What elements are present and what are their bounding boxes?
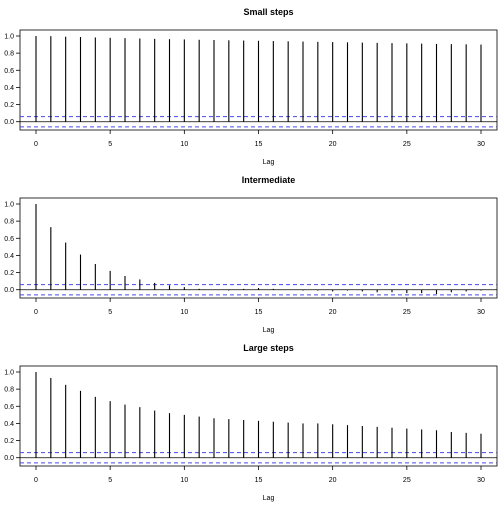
acf-panel: Small steps 0.0 0.2 0.4 0.6 0.8 1.0 0 5 10 15 20 25 3… xyxy=(4,7,498,166)
y-tick-label: 0.4 xyxy=(4,253,14,260)
x-tick-label: 30 xyxy=(477,309,485,316)
x-tick-label: 15 xyxy=(255,477,263,484)
y-tick-label: 0.2 xyxy=(4,102,14,109)
x-tick-label: 5 xyxy=(108,477,112,484)
x-tick-label: 25 xyxy=(403,141,411,148)
x-tick-label: 20 xyxy=(329,141,337,148)
x-tick-label: 0 xyxy=(34,477,38,484)
x-tick-label: 15 xyxy=(255,309,263,316)
x-tick-label: 0 xyxy=(34,309,38,316)
y-tick-label: 0.8 xyxy=(4,51,14,58)
acf-panel: Large steps 0.0 0.2 0.4 0.6 0.8 1.0 0 5 10 15 20 25 3… xyxy=(4,343,498,502)
y-tick-label: 0.6 xyxy=(4,68,14,75)
y-tick-label: 0.0 xyxy=(4,287,14,294)
x-tick-label: 20 xyxy=(329,309,337,316)
y-tick-label: 0.8 xyxy=(4,387,14,394)
panel-title: Small steps xyxy=(243,7,293,17)
x-tick-label: 0 xyxy=(34,141,38,148)
y-tick-label: 0.0 xyxy=(4,119,14,126)
x-tick-label: 30 xyxy=(477,477,485,484)
y-tick-label: 0.2 xyxy=(4,270,14,277)
x-tick-label: 20 xyxy=(329,477,337,484)
y-tick-label: 1.0 xyxy=(4,202,14,209)
x-axis-label: Lag xyxy=(263,495,275,502)
acf-panel: Intermediate 0.0 0.2 0.4 0.6 0.8 1.0 0 5 10 15 20 25… xyxy=(4,175,498,334)
y-tick-label: 0.4 xyxy=(4,85,14,92)
x-tick-label: 10 xyxy=(180,477,188,484)
x-tick-label: 15 xyxy=(255,141,263,148)
y-tick-label: 1.0 xyxy=(4,370,14,377)
x-tick-label: 25 xyxy=(403,309,411,316)
plot-frame xyxy=(19,197,498,299)
x-tick-label: 25 xyxy=(403,477,411,484)
x-tick-label: 5 xyxy=(108,309,112,316)
panel-title: Intermediate xyxy=(242,175,296,185)
y-tick-label: 1.0 xyxy=(4,34,14,41)
x-axis-label: Lag xyxy=(263,327,275,334)
y-tick-label: 0.0 xyxy=(4,455,14,462)
x-tick-label: 10 xyxy=(180,309,188,316)
y-tick-label: 0.4 xyxy=(4,421,14,428)
x-tick-label: 5 xyxy=(108,141,112,148)
x-axis-label: Lag xyxy=(263,159,275,166)
y-tick-label: 0.6 xyxy=(4,404,14,411)
y-tick-label: 0.8 xyxy=(4,219,14,226)
y-tick-label: 0.2 xyxy=(4,438,14,445)
x-tick-label: 10 xyxy=(180,141,188,148)
panel-title: Large steps xyxy=(243,343,294,353)
y-tick-label: 0.6 xyxy=(4,236,14,243)
x-tick-label: 30 xyxy=(477,141,485,148)
